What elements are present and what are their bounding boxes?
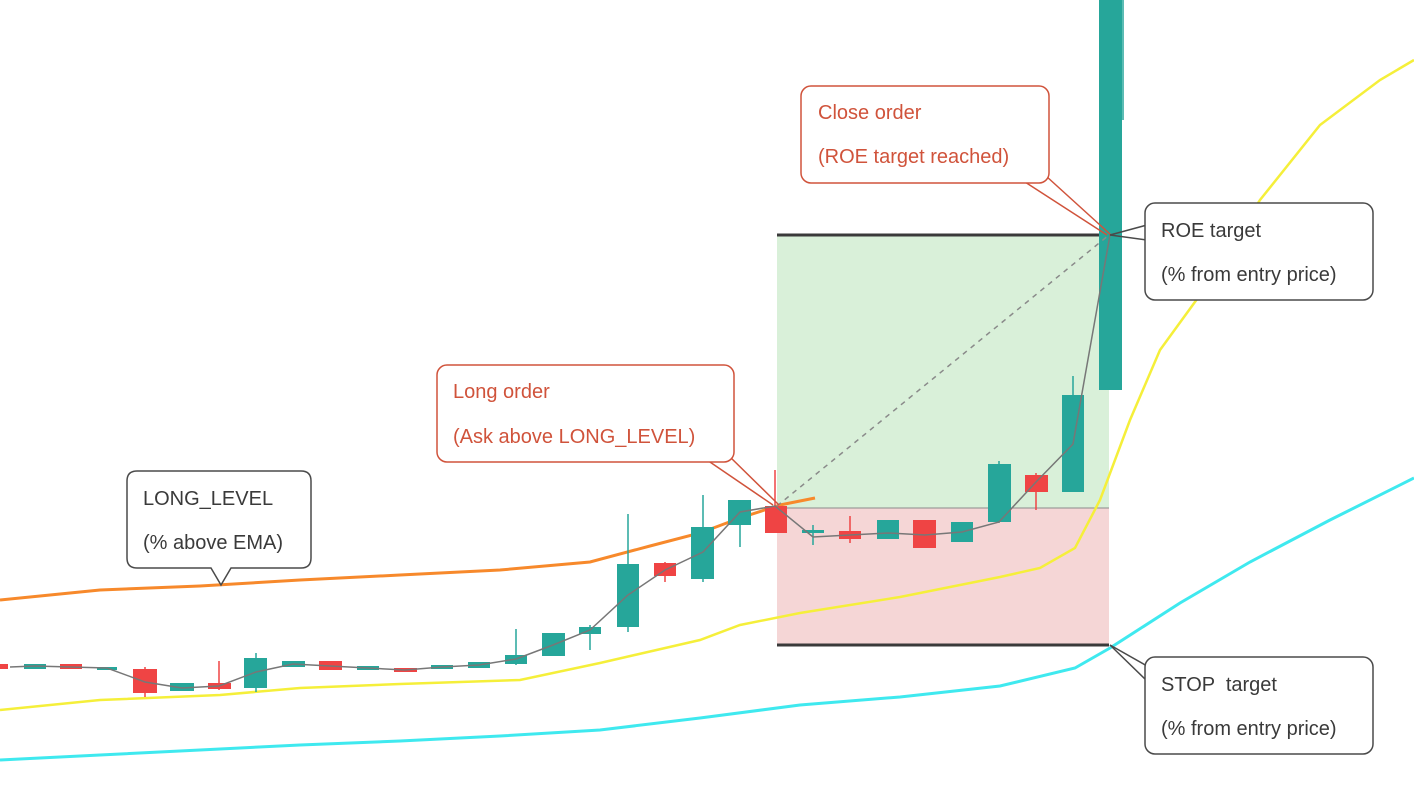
candle [765,506,787,533]
entry-to-target-dashed-line [776,234,1110,507]
candle [133,669,157,693]
candle [802,530,824,533]
candle [913,520,936,548]
candle [988,464,1011,522]
callout-long-order-line2: (Ask above LONG_LEVEL) [453,426,695,448]
callout-stop-target-line2: (% from entry price) [1161,718,1337,740]
profit-zone [777,235,1109,508]
callout-close-order: Close order (ROE target reached) [800,85,1112,236]
callout-long-order: Long order (Ask above LONG_LEVEL) [436,364,780,506]
callout-stop-target-line1: STOP target [1161,674,1277,696]
callout-roe-target-line1: ROE target [1161,220,1261,242]
callout-long-order-line1: Long order [453,381,550,403]
candle [1099,0,1122,390]
callout-close-order-line2: (ROE target reached) [818,146,1009,168]
callout-close-order-line1: Close order [818,102,922,124]
callout-roe-target-line2: (% from entry price) [1161,264,1337,286]
price-path-line [9,234,1111,689]
candle [244,658,267,688]
callout-stop-target: STOP target (% from entry price) [1109,644,1374,755]
candle [0,664,8,669]
candle [170,683,194,691]
loss-zone [777,508,1109,645]
callout-roe-target: ROE target (% from entry price) [1109,202,1374,301]
candle [877,520,899,539]
callout-long-level-line2: (% above EMA) [143,532,283,554]
cyan-line [0,476,1414,762]
callout-long-level: LONG_LEVEL (% above EMA) [126,470,312,587]
callout-long-level-line1: LONG_LEVEL [143,488,273,510]
